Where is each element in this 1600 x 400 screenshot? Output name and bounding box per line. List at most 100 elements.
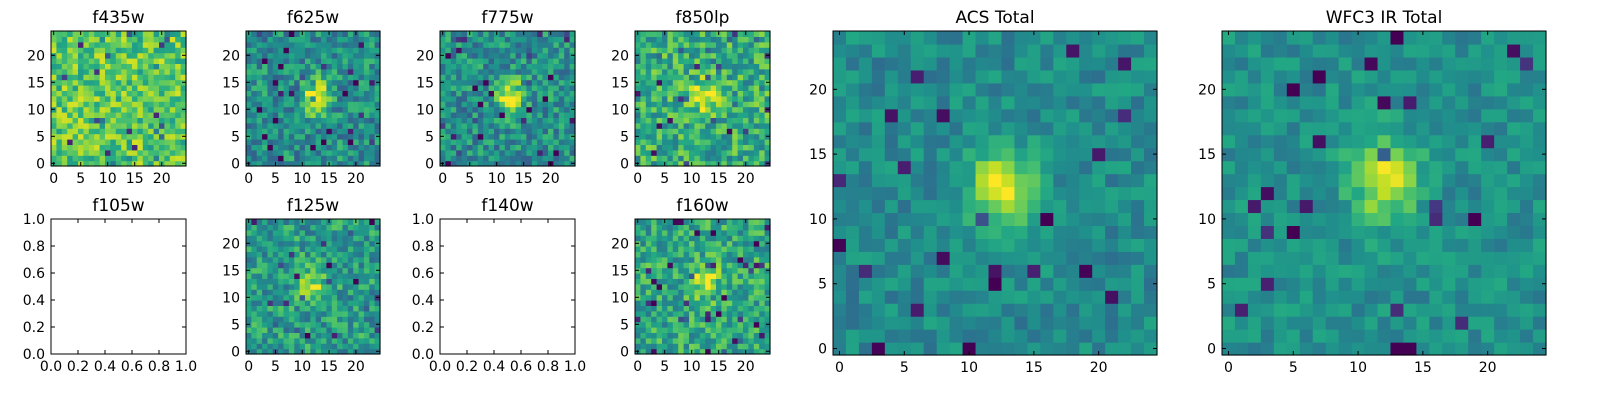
heatmap-cell [678,305,685,312]
heatmap-cell [1286,212,1301,226]
heatmap-cell [515,63,522,70]
heatmap-cell [651,133,658,140]
heatmap-cell [689,133,695,140]
heatmap-cell [472,95,479,102]
heatmap-cell [1105,238,1119,252]
heatmap-cell [748,117,755,124]
heatmap-cell [88,149,95,156]
heatmap-cell [310,101,317,108]
heatmap-cell [331,101,338,108]
heatmap-cell [353,321,360,328]
heatmap-cell [363,283,370,290]
heatmap-cell [645,63,652,70]
heatmap-cell [310,273,317,279]
heatmap-cell [72,58,79,64]
heatmap-cell [553,74,560,81]
heatmap-cell [667,294,674,301]
heatmap-cell [1131,342,1145,356]
heatmap-cell [164,95,171,102]
heatmap-cell [51,41,57,48]
heatmap-cell [358,117,365,124]
heatmap-cell [667,47,674,54]
heatmap-cell [251,122,258,129]
heatmap-cell [445,41,452,48]
heatmap-cell [342,112,349,118]
heatmap-cell [1468,329,1482,343]
heatmap-cell [726,74,733,81]
heatmap-cell [374,337,381,344]
heatmap-cell [83,155,90,162]
heatmap-cell [326,63,333,70]
heatmap-cell [304,79,311,86]
heatmap-cell [78,101,84,108]
heatmap-cell [164,58,171,64]
heatmap-cell [988,277,1003,291]
heatmap-cell [142,139,149,145]
heatmap-cell [558,52,565,59]
heatmap-cell [494,128,500,135]
heatmap-cell [651,58,658,64]
heatmap-cell [299,262,306,269]
heatmap-cell [88,68,95,75]
heatmap-cell [732,289,739,296]
heatmap-cell [83,106,90,113]
heatmap-cell [672,36,679,43]
heatmap-cell [753,90,760,97]
axes-frame [634,30,771,167]
heatmap-cell [358,155,365,162]
heatmap-cell [488,122,495,129]
heatmap-cell [737,240,744,247]
heatmap-cell [251,283,258,290]
heatmap-cell [440,122,446,129]
heatmap-cell [278,262,285,269]
heatmap-cell [672,305,679,312]
heatmap-cell [369,52,376,59]
heatmap-cell [94,63,101,70]
heatmap-cell [321,101,327,108]
heatmap-cell [256,47,263,54]
heatmap-cell [923,173,938,188]
heatmap-cell [858,303,873,317]
heatmap-cell [667,348,674,355]
heatmap-cell [121,36,128,43]
heatmap-cell [515,85,522,91]
heatmap-cell [656,85,663,91]
heatmap-cell [310,74,317,81]
heatmap-cell [526,155,533,162]
heatmap-cell [662,68,668,75]
heatmap-cell [246,47,252,54]
heatmap-cell [1027,264,1041,278]
heatmap-cell [499,128,506,135]
heatmap-cell [1092,303,1106,317]
heatmap-cell [294,74,301,81]
heatmap-cell [374,68,381,75]
heatmap-cell [672,229,679,236]
heatmap-cell [304,348,311,355]
heatmap-cell [531,149,538,156]
heatmap-cell [689,278,695,285]
heatmap-cell [1105,277,1119,291]
heatmap-cell [467,95,473,102]
heatmap-cell [726,85,733,91]
heatmap-cell [645,144,652,151]
heatmap-cell [105,155,111,162]
heatmap-cell [705,58,712,64]
heatmap-cell [331,294,338,301]
heatmap-cell [936,31,951,45]
heatmap-cell [267,41,274,48]
heatmap-cell [753,321,760,328]
heatmap-cell [732,246,739,252]
heatmap-cell [148,112,155,118]
heatmap-cell [1092,56,1106,71]
x-tick-label: 1.0 [175,359,197,375]
heatmap-cell [748,79,755,86]
heatmap-cell [737,246,744,252]
heatmap-cell [1455,238,1469,252]
heatmap-cell [445,117,452,124]
heatmap-cell [683,267,690,274]
heatmap-cell [662,278,668,285]
heatmap-cell [94,139,101,145]
heatmap-cell [294,229,301,236]
heatmap-cell [115,139,122,145]
heatmap-cell [732,337,739,344]
